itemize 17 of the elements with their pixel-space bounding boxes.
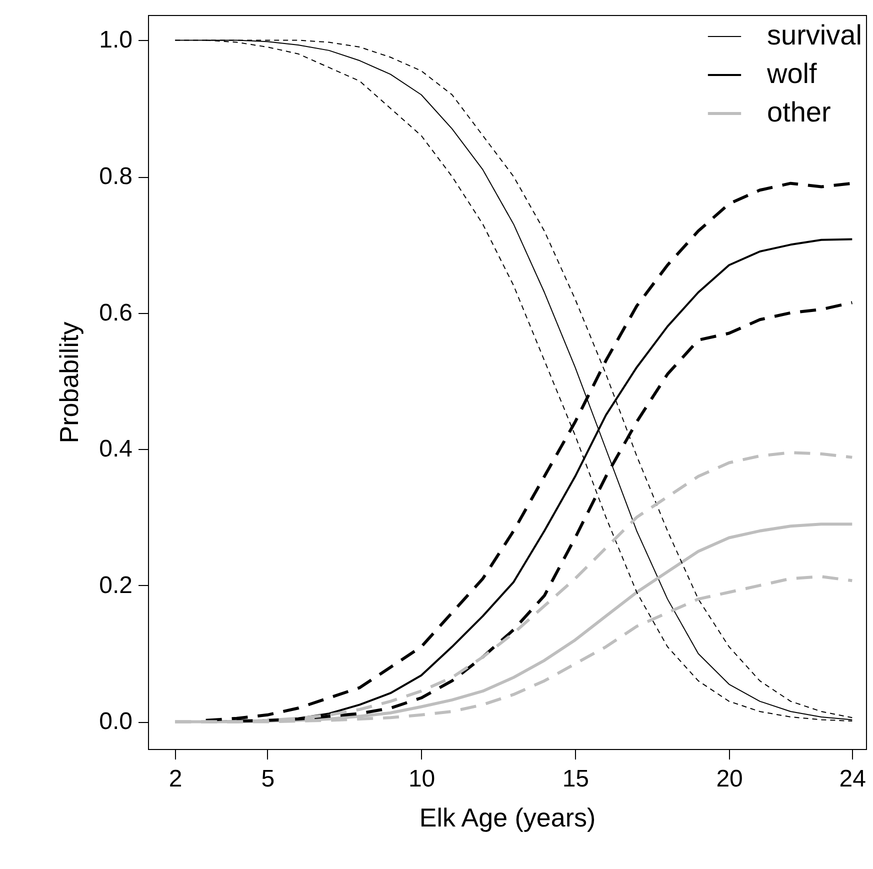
legend-label: wolf: [766, 58, 818, 89]
x-tick-label: 24: [839, 766, 866, 792]
legend-label: survival: [767, 20, 862, 50]
x-tick-label: 5: [261, 766, 275, 792]
y-tick-label: 1.0: [99, 26, 132, 54]
y-tick-label: 0.6: [99, 299, 132, 326]
y-tick-label: 0.0: [99, 708, 132, 736]
x-tick-label: 10: [408, 766, 436, 792]
y-tick-label: 0.8: [99, 163, 132, 190]
y-tick-label: 0.4: [99, 436, 132, 463]
y-axis-title: Probability: [54, 322, 84, 444]
x-axis-title: Elk Age (years): [419, 802, 596, 832]
y-tick-label: 0.2: [99, 572, 132, 599]
x-tick-label: 15: [562, 766, 590, 792]
x-tick-label: 20: [716, 766, 743, 792]
legend-label: other: [767, 96, 831, 128]
x-tick-label: 2: [168, 766, 182, 792]
